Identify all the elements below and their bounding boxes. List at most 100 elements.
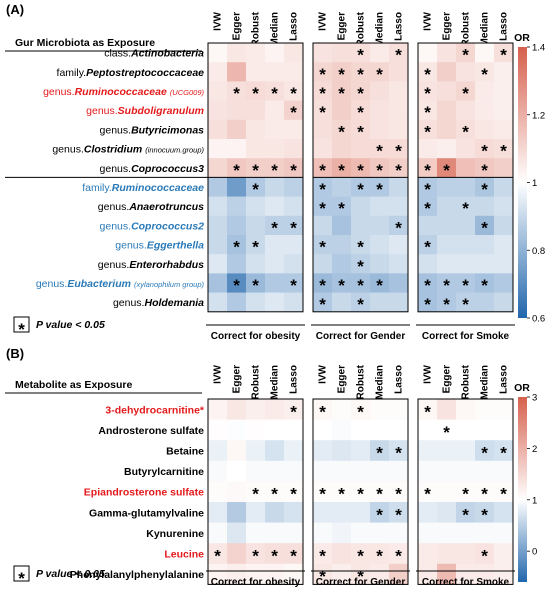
significance-star: * (376, 547, 383, 566)
row-label: genus.Enterorhabdus (98, 259, 204, 271)
heatmap-cell (351, 273, 371, 293)
heatmap-cell (208, 139, 228, 159)
heatmap-cell (284, 196, 304, 217)
significance-star: * (233, 276, 240, 295)
heatmap-cell (456, 543, 476, 565)
heatmap-cell (389, 43, 409, 63)
heatmap-cell (208, 419, 228, 441)
heatmap-cell (475, 399, 495, 420)
significance-star: * (443, 295, 450, 314)
significance-star: * (462, 505, 469, 524)
heatmap-cell (456, 81, 476, 101)
heatmap-cell (475, 254, 495, 274)
heatmap-cell (313, 460, 333, 482)
heatmap-cell (456, 62, 476, 82)
significance-star: * (424, 122, 431, 141)
heatmap-cell (227, 43, 247, 63)
heatmap-cell (494, 399, 514, 420)
heatmap-cell (456, 158, 476, 178)
legend-text: P value < 0.05 (36, 568, 105, 580)
heatmap-cell (437, 460, 457, 482)
heatmap-cell (389, 215, 409, 236)
heatmap-cell (494, 62, 514, 82)
significance-star: * (481, 142, 488, 161)
heatmap-cell (389, 62, 409, 82)
heatmap-cell (389, 119, 409, 140)
significance-star: * (443, 276, 450, 295)
heatmap-cell (313, 543, 333, 565)
heatmap-cell (246, 522, 266, 544)
heatmap-cell (494, 119, 514, 140)
heatmap-cell (418, 81, 438, 101)
row-label: genus.Holdemania (113, 297, 204, 309)
heatmap-cell (208, 563, 228, 585)
heatmap-cell (418, 399, 438, 420)
row-label-prefix: genus. (100, 220, 132, 232)
heatmap-cell (389, 481, 409, 503)
heatmap-cell (208, 119, 228, 140)
heatmap-cell (284, 119, 304, 140)
heatmap-cell (227, 62, 247, 82)
heatmap-cell (437, 139, 457, 159)
heatmap-cell (332, 158, 352, 178)
row-label: Gamma-glutamylvaline (89, 507, 204, 519)
significance-star: * (290, 485, 297, 504)
significance-star: * (357, 238, 364, 257)
heatmap-cell (418, 502, 438, 523)
heatmap-cell (284, 563, 304, 585)
significance-star: * (357, 547, 364, 566)
column-header: Median (480, 365, 491, 399)
heatmap-cell (208, 481, 228, 503)
heatmap-cell (284, 215, 304, 236)
row-label-name: Androsterone sulfate (98, 425, 204, 437)
heatmap-cell (351, 215, 371, 236)
heatmap-cell (313, 502, 333, 523)
heatmap-cell (456, 100, 476, 121)
significance-star: * (338, 84, 345, 103)
heatmap-cell (265, 292, 285, 313)
heatmap-cell (370, 481, 390, 503)
significance-star: * (233, 161, 240, 180)
heatmap-cell (370, 254, 390, 274)
heatmap-cell (437, 43, 457, 63)
significance-star: * (481, 485, 488, 504)
heatmap-cell (494, 139, 514, 159)
heatmap-cell (227, 563, 247, 585)
significance-star: * (424, 276, 431, 295)
heatmap-cell (351, 502, 371, 523)
row-label-prefix: genus. (36, 278, 68, 290)
column-header: IVW (423, 364, 434, 383)
significance-star: * (290, 103, 297, 122)
heatmap-cell (418, 196, 438, 217)
heatmap-cell (284, 460, 304, 482)
significance-star: * (395, 142, 402, 161)
heatmap-cell (475, 460, 495, 482)
heatmap-cell (208, 273, 228, 293)
group-frame (207, 398, 304, 585)
heatmap-cell (456, 481, 476, 503)
heatmap-cell (313, 100, 333, 121)
heatmap-cell (370, 81, 390, 101)
column-header: Lasso (394, 365, 405, 394)
heatmap-cell (284, 481, 304, 503)
heatmap-cell (418, 43, 438, 63)
group-label: Correct for Smoke (422, 331, 510, 342)
heatmap-cell (265, 62, 285, 82)
heatmap-cell (227, 440, 247, 462)
heatmap-cell (246, 563, 266, 585)
heatmap-cell (351, 177, 371, 197)
colorbar-tick-label: 0.8 (532, 246, 545, 257)
heatmap-cell (475, 62, 495, 82)
heatmap-cell (475, 502, 495, 523)
exposure-header: Gur Microbiota as Exposure (15, 37, 155, 49)
heatmap-cell (265, 254, 285, 274)
group-label: Correct for Gender (316, 331, 406, 342)
significance-star: * (357, 295, 364, 314)
row-label-name: Actinobacteria (130, 48, 204, 60)
heatmap-cell (313, 196, 333, 217)
heatmap-cell (418, 460, 438, 482)
heatmap-cell (389, 139, 409, 159)
significance-star: * (481, 505, 488, 524)
heatmap-cell (284, 254, 304, 274)
heatmap-cell (246, 254, 266, 274)
